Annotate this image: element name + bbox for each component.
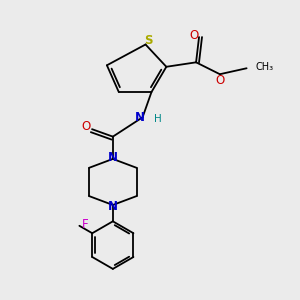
Text: H: H <box>154 114 161 124</box>
Text: S: S <box>144 34 152 47</box>
Text: CH₃: CH₃ <box>256 62 274 72</box>
Text: O: O <box>215 74 224 87</box>
Text: N: N <box>108 151 118 164</box>
Text: O: O <box>189 29 198 42</box>
Text: N: N <box>135 111 145 124</box>
Text: F: F <box>82 218 88 231</box>
Text: N: N <box>108 200 118 213</box>
Text: O: O <box>82 120 91 133</box>
